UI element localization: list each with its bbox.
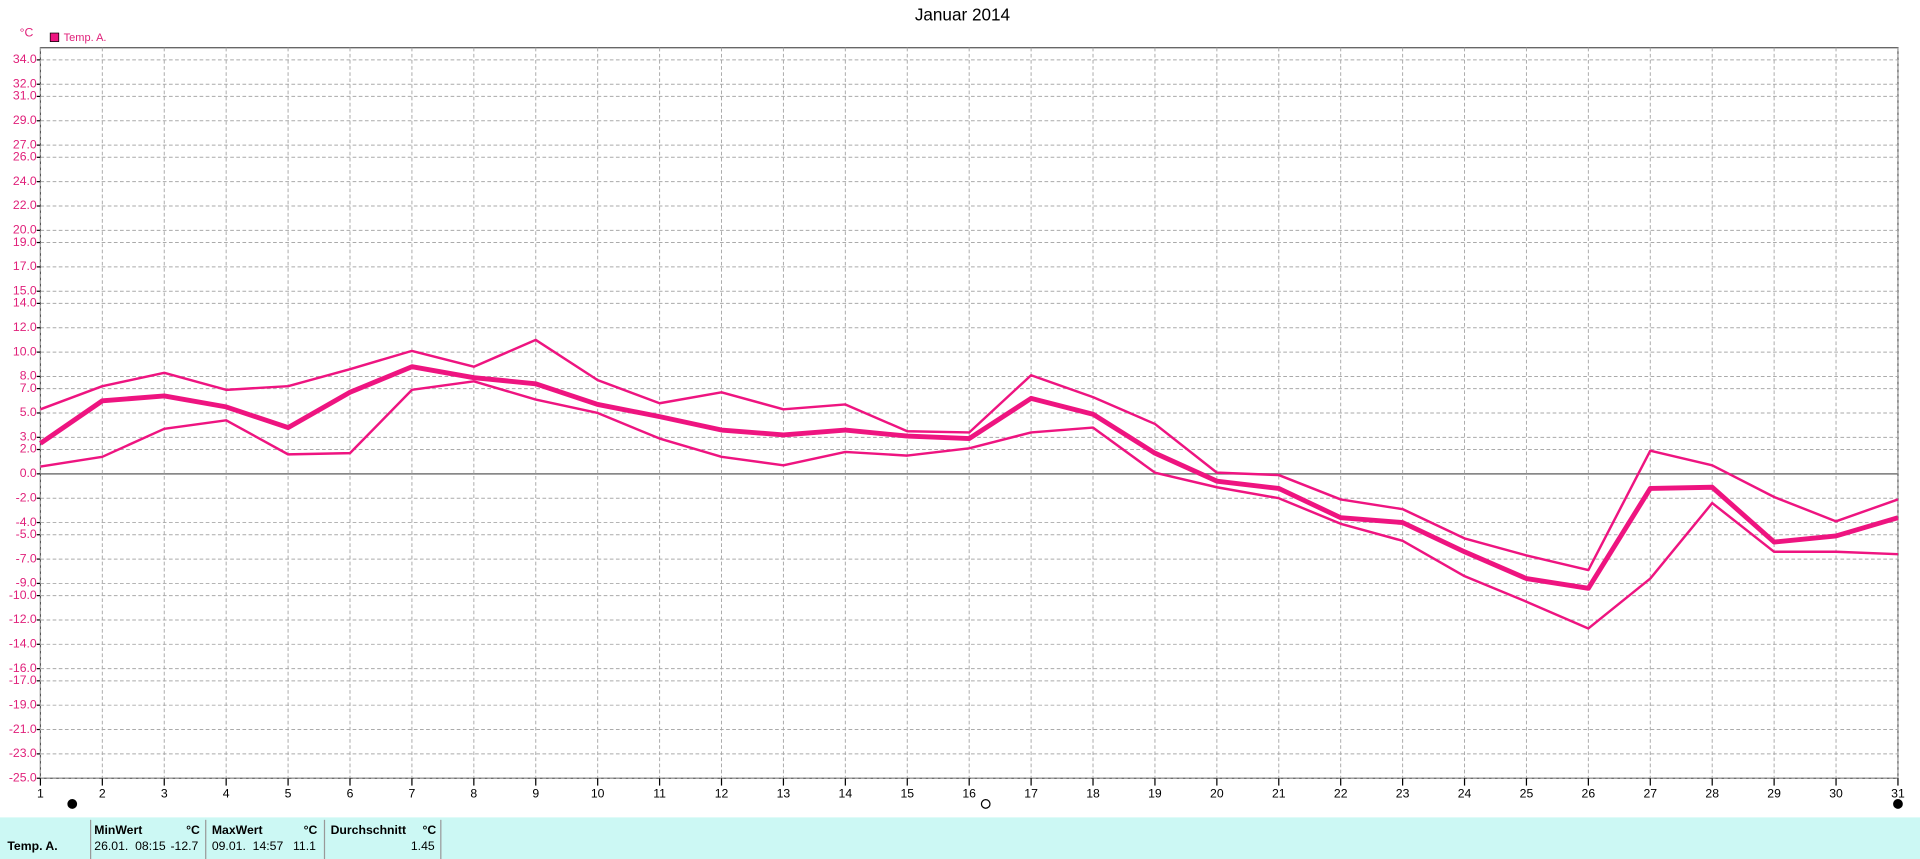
x-tick-label: 10: [591, 786, 605, 800]
x-tick-label: 14: [839, 786, 853, 800]
y-tick-label: -23.0: [9, 746, 37, 760]
x-tick-label: 25: [1520, 786, 1534, 800]
x-tick-label: 12: [715, 786, 729, 800]
x-tick-label: 11: [653, 786, 666, 800]
stats-header: MaxWert: [212, 823, 263, 837]
x-tick-label: 16: [962, 786, 976, 800]
y-tick-label: -16.0: [9, 661, 37, 675]
x-tick-label: 3: [161, 786, 168, 800]
y-tick-label: -5.0: [16, 527, 37, 541]
y-tick-label: -10.0: [9, 588, 37, 602]
x-tick-label: 24: [1458, 786, 1472, 800]
x-tick-label: 2: [99, 786, 106, 800]
stats-time: 09.01. 14:57: [212, 839, 284, 853]
x-tick-label: 19: [1148, 786, 1162, 800]
y-tick-label: 26.0: [13, 150, 37, 164]
stats-time: 26.01. 08:15: [94, 839, 166, 853]
y-tick-label: 2.0: [20, 442, 37, 456]
stats-value: 11.1: [293, 839, 316, 853]
stats-header: Durchschnitt: [331, 823, 406, 837]
x-tick-label: 5: [285, 786, 292, 800]
y-tick-label: 29.0: [13, 113, 37, 127]
x-tick-label: 21: [1272, 786, 1286, 800]
stats-header: MinWert: [94, 823, 142, 837]
legend-label: Temp. A.: [64, 32, 107, 44]
x-tick-label: 8: [470, 786, 477, 800]
x-tick-label: 28: [1705, 786, 1719, 800]
x-tick-label: 30: [1829, 786, 1843, 800]
y-tick-label: 8.0: [20, 369, 37, 383]
y-tick-label: -19.0: [9, 697, 37, 711]
x-tick-label: 15: [900, 786, 914, 800]
y-tick-label: 27.0: [13, 137, 37, 151]
x-tick-label: 31: [1891, 786, 1905, 800]
x-tick-label: 9: [532, 786, 539, 800]
stats-unit: °C: [422, 823, 436, 837]
y-tick-label: -12.0: [9, 612, 37, 626]
y-tick-label: -17.0: [9, 673, 37, 687]
y-tick-label: 5.0: [20, 405, 37, 419]
x-tick-label: 26: [1582, 786, 1596, 800]
chart-title: Januar 2014: [915, 4, 1011, 24]
y-tick-label: 32.0: [13, 76, 37, 90]
stats-unit: °C: [304, 823, 318, 837]
y-tick-label: 20.0: [13, 223, 37, 237]
x-tick-label: 4: [223, 786, 230, 800]
x-tick-label: 1: [37, 786, 44, 800]
stats-row-label: Temp. A.: [7, 839, 57, 853]
y-tick-label: -9.0: [16, 576, 37, 590]
x-tick-label: 13: [777, 786, 791, 800]
stats-band: [0, 817, 1920, 859]
x-tick-label: 29: [1767, 786, 1781, 800]
y-tick-label: 10.0: [13, 344, 37, 358]
y-tick-label: 15.0: [13, 283, 37, 297]
x-tick-label: 6: [347, 786, 354, 800]
y-tick-label: -14.0: [9, 637, 37, 651]
y-tick-label: 24.0: [13, 174, 37, 188]
x-tick-label: 7: [409, 786, 416, 800]
x-tick-label: 27: [1643, 786, 1657, 800]
stats-dividers: [90, 819, 442, 859]
y-tick-label: 0.0: [20, 466, 37, 480]
y-tick-label: -7.0: [16, 551, 37, 565]
stats-value: 1.45: [411, 839, 435, 853]
y-tick-label: 31.0: [13, 89, 37, 103]
y-tick-label: 12.0: [13, 320, 37, 334]
x-tick-label: 20: [1210, 786, 1224, 800]
y-tick-label: 14.0: [13, 296, 37, 310]
x-tick-label: 18: [1086, 786, 1100, 800]
y-tick-label: 34.0: [13, 52, 37, 66]
y-tick-label: 17.0: [13, 259, 37, 273]
legend-swatch: [49, 32, 60, 42]
scroll-markers: [67, 799, 1903, 809]
stats-value: -12.7: [170, 839, 198, 853]
y-unit: °C: [20, 25, 34, 39]
y-tick-label: -25.0: [9, 770, 37, 784]
x-tick-label: 23: [1396, 786, 1410, 800]
data-line: [39, 364, 1899, 591]
y-tick-label: 19.0: [13, 235, 37, 249]
y-tick-label: -2.0: [16, 490, 37, 504]
y-tick-label: 7.0: [20, 381, 37, 395]
data-line: [39, 338, 1899, 572]
y-tick-label: -21.0: [9, 722, 37, 736]
data-line: [40, 380, 1899, 630]
x-tick-label: 17: [1024, 786, 1038, 800]
y-tick-label: 22.0: [13, 198, 37, 212]
x-tick-label: 22: [1334, 786, 1348, 800]
y-tick-label: -4.0: [16, 515, 37, 529]
stats-unit: °C: [186, 823, 200, 837]
y-tick-label: 3.0: [20, 430, 37, 444]
